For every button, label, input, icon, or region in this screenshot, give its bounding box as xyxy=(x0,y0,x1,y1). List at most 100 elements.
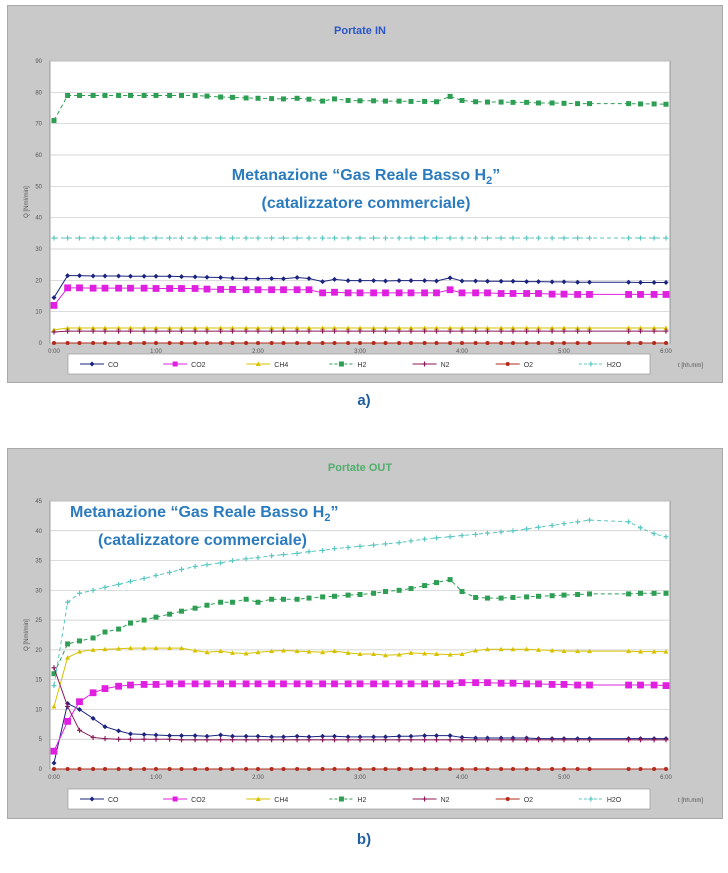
out-data-point xyxy=(269,596,275,602)
in-data-point xyxy=(281,328,286,334)
chart-out-svg: Portate OUT 0 5 10 15 20 25 30 35 40 45 Q [Nml/min]… xyxy=(24,462,703,810)
in-data-point xyxy=(77,328,82,334)
in-data-point xyxy=(586,291,593,298)
out-data-point xyxy=(358,767,362,771)
in-data-point xyxy=(447,93,453,99)
in-data-point xyxy=(434,99,439,105)
in-data-point xyxy=(460,341,464,345)
in-data-point xyxy=(306,325,312,330)
in-data-point xyxy=(332,276,337,282)
in-data-point xyxy=(409,341,413,345)
in-legend-label: CH4 xyxy=(274,362,288,369)
in-data-point xyxy=(345,235,351,241)
in-data-point xyxy=(638,328,643,334)
in-data-point xyxy=(575,341,580,345)
out-data-point xyxy=(52,767,56,771)
out-data-point xyxy=(255,555,261,561)
in-data-point xyxy=(485,328,490,334)
out-data-point xyxy=(409,767,413,771)
out-data-point xyxy=(102,724,108,730)
in-data-point xyxy=(76,284,83,292)
out-data-point xyxy=(447,733,453,739)
out-data-point xyxy=(77,590,82,596)
in-data-point xyxy=(269,275,275,281)
in-data-point xyxy=(179,341,184,345)
in-data-point xyxy=(587,279,592,285)
in-data-point xyxy=(256,341,260,345)
out-data-point xyxy=(396,733,402,739)
out-data-point xyxy=(166,680,173,688)
in-ytick-label: 60 xyxy=(35,153,42,159)
in-legend-marker xyxy=(255,361,261,366)
out-data-point xyxy=(102,629,108,635)
in-data-point xyxy=(204,274,210,280)
out-data-point xyxy=(205,767,209,771)
out-data-point xyxy=(230,599,235,605)
out-data-point xyxy=(179,733,184,739)
out-data-point xyxy=(305,680,313,688)
out-data-point xyxy=(524,737,530,743)
out-data-point xyxy=(422,536,428,542)
out-data-point xyxy=(587,737,592,743)
out-data-point xyxy=(332,737,337,743)
out-data-point xyxy=(575,592,581,598)
out-data-point xyxy=(65,703,71,709)
in-data-point xyxy=(320,341,325,345)
in-data-point xyxy=(116,92,122,98)
out-data-point xyxy=(116,767,121,771)
out-data-point xyxy=(396,540,402,546)
out-series-o2 xyxy=(52,767,668,771)
out-legend-marker xyxy=(588,796,594,802)
out-data-point xyxy=(320,767,325,771)
in-data-point xyxy=(230,235,235,241)
out-overlay-annotation: Metanazione “Gas Reale Basso H2” (cataliz… xyxy=(70,504,338,549)
in-data-point xyxy=(345,325,351,330)
out-data-point xyxy=(575,519,581,525)
in-data-point xyxy=(356,289,364,297)
out-data-point xyxy=(562,767,566,771)
in-data-point xyxy=(535,290,542,297)
in-data-point xyxy=(141,235,147,241)
in-data-point xyxy=(102,92,108,98)
in-data-point xyxy=(141,273,147,279)
in-data-point xyxy=(167,273,173,279)
out-data-point xyxy=(203,680,211,688)
in-data-point xyxy=(218,94,224,100)
in-data-point xyxy=(269,328,275,334)
out-data-point xyxy=(141,645,147,651)
out-overlay-line1: Metanazione “Gas Reale Basso H2” xyxy=(70,504,338,524)
out-data-point xyxy=(498,737,504,743)
in-data-point xyxy=(307,341,311,345)
out-data-point xyxy=(102,584,108,590)
in-data-point xyxy=(269,325,275,330)
out-xtick-label: 0:00 xyxy=(48,775,60,781)
out-data-point xyxy=(459,589,465,595)
in-data-point xyxy=(485,278,490,284)
out-series-line xyxy=(53,579,666,674)
in-data-point xyxy=(638,341,643,345)
in-data-point xyxy=(203,285,211,293)
in-data-point xyxy=(407,289,415,297)
in-data-point xyxy=(371,328,377,334)
in-data-point xyxy=(205,341,209,345)
in-data-point xyxy=(294,95,300,101)
in-legend-label: N2 xyxy=(441,362,450,369)
in-data-point xyxy=(229,286,236,293)
in-data-point xyxy=(536,341,541,345)
in-data-point xyxy=(396,98,402,104)
in-data-point xyxy=(90,273,96,279)
out-data-point xyxy=(281,647,286,653)
out-data-point xyxy=(447,577,453,583)
out-data-point xyxy=(357,734,363,740)
out-legend-marker xyxy=(505,797,510,801)
in-data-point xyxy=(383,278,388,284)
in-ylabel: Q [Nml/min] xyxy=(24,186,30,218)
in-series-h2 xyxy=(51,92,669,124)
out-data-point xyxy=(357,651,363,657)
out-data-point xyxy=(536,524,541,530)
out-data-point xyxy=(320,733,326,739)
in-data-point xyxy=(472,289,479,297)
out-data-point xyxy=(141,617,147,623)
in-data-point xyxy=(320,235,326,241)
out-data-point xyxy=(510,594,516,600)
